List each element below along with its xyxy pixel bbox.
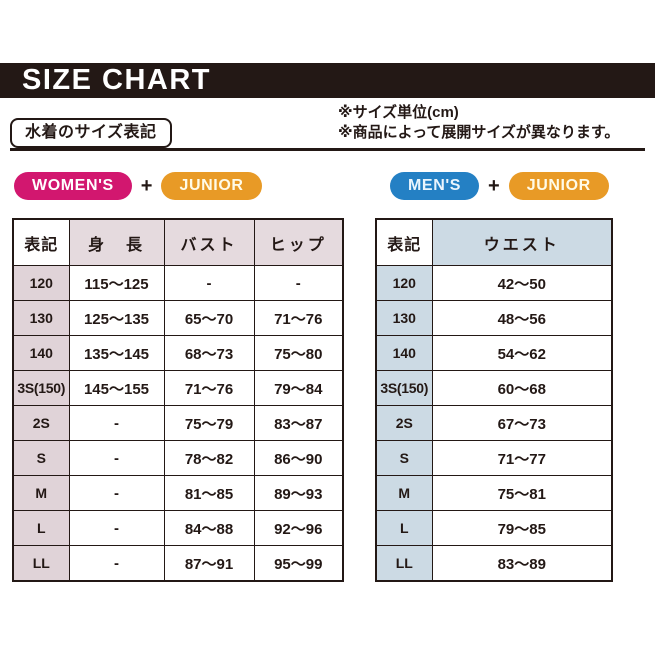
row-label: M [12, 475, 70, 511]
row-label: 3S(150) [375, 370, 433, 406]
cell-height: - [68, 405, 165, 441]
table-row: 3S(150) 145〜155 71〜76 79〜84 [12, 370, 344, 406]
table-row: 3S(150) 60〜68 [375, 370, 613, 406]
cell-height: 115〜125 [68, 265, 165, 301]
cell-height: 135〜145 [68, 335, 165, 371]
table-row: S - 78〜82 86〜90 [12, 440, 344, 476]
badge-mens: MEN'S [390, 172, 480, 200]
subheading-section: 水着のサイズ表記 [10, 118, 645, 151]
cell-height: - [68, 440, 165, 476]
row-label: 130 [375, 300, 433, 336]
cell-waist: 48〜56 [431, 300, 613, 336]
subheading-divider [10, 148, 645, 151]
table-row: 120 42〜50 [375, 265, 613, 301]
table-row: 140 135〜145 68〜73 75〜80 [12, 335, 344, 371]
table-header-row: 表記 身 長 バスト ヒップ [12, 218, 344, 266]
cell-height: - [68, 475, 165, 511]
cell-bust: 81〜85 [163, 475, 255, 511]
cell-hip: 79〜84 [253, 370, 344, 406]
row-label: 3S(150) [12, 370, 70, 406]
cell-hip: - [253, 265, 344, 301]
cell-hip: 92〜96 [253, 510, 344, 546]
subheading-tag: 水着のサイズ表記 [10, 118, 172, 148]
row-label: 2S [375, 405, 433, 441]
header-notation-women: 表記 [12, 218, 70, 266]
header-notation-men: 表記 [375, 218, 433, 266]
cell-hip: 89〜93 [253, 475, 344, 511]
row-label: 120 [375, 265, 433, 301]
header-waist: ウエスト [431, 218, 613, 266]
table-row: S 71〜77 [375, 440, 613, 476]
table-row: M - 81〜85 89〜93 [12, 475, 344, 511]
womens-badge-group: WOMEN'S + JUNIOR [14, 172, 262, 200]
cell-waist: 83〜89 [431, 545, 613, 582]
table-row: 2S - 75〜79 83〜87 [12, 405, 344, 441]
cell-height: - [68, 545, 165, 582]
cell-waist: 67〜73 [431, 405, 613, 441]
cell-height: - [68, 510, 165, 546]
row-label: L [12, 510, 70, 546]
cell-hip: 71〜76 [253, 300, 344, 336]
page-title: SIZE CHART [22, 64, 211, 96]
mens-badge-group: MEN'S + JUNIOR [390, 172, 609, 200]
table-row: L 79〜85 [375, 510, 613, 546]
table-row: 120 115〜125 - - [12, 265, 344, 301]
row-label: 120 [12, 265, 70, 301]
womens-size-table: 表記 身 長 バスト ヒップ 120 115〜125 - - 130 125〜1… [12, 218, 344, 582]
row-label: 140 [12, 335, 70, 371]
row-label: S [12, 440, 70, 476]
subheading-label: 水着のサイズ表記 [25, 124, 157, 141]
row-label: S [375, 440, 433, 476]
row-label: LL [12, 545, 70, 582]
table-row: LL 83〜89 [375, 545, 613, 582]
cell-hip: 83〜87 [253, 405, 344, 441]
table-header-row: 表記 ウエスト [375, 218, 613, 266]
plus-icon-women: + [140, 175, 153, 197]
row-label: 2S [12, 405, 70, 441]
header-bust: バスト [163, 218, 255, 266]
cell-bust: 68〜73 [163, 335, 255, 371]
cell-bust: 84〜88 [163, 510, 255, 546]
table-row: 130 125〜135 65〜70 71〜76 [12, 300, 344, 336]
note-variation: ※商品によって展開サイズが異なります。 [338, 124, 620, 141]
table-row: M 75〜81 [375, 475, 613, 511]
cell-waist: 42〜50 [431, 265, 613, 301]
size-chart-title-bar: SIZE CHART [0, 63, 655, 98]
badge-junior-women: JUNIOR [161, 172, 262, 200]
cell-bust: 78〜82 [163, 440, 255, 476]
cell-bust: 71〜76 [163, 370, 255, 406]
table-row: L - 84〜88 92〜96 [12, 510, 344, 546]
cell-height: 125〜135 [68, 300, 165, 336]
header-height: 身 長 [68, 218, 165, 266]
cell-hip: 75〜80 [253, 335, 344, 371]
badge-womens: WOMEN'S [14, 172, 132, 200]
row-label: 130 [12, 300, 70, 336]
row-label: 140 [375, 335, 433, 371]
table-row: 2S 67〜73 [375, 405, 613, 441]
notes-block: ※サイズ単位(cm) ※商品によって展開サイズが異なります。 [338, 103, 650, 143]
row-label: L [375, 510, 433, 546]
table-row: LL - 87〜91 95〜99 [12, 545, 344, 582]
cell-waist: 79〜85 [431, 510, 613, 546]
mens-size-table: 表記 ウエスト 120 42〜50 130 48〜56 140 54〜62 3S… [375, 218, 613, 582]
cell-bust: 87〜91 [163, 545, 255, 582]
cell-bust: 65〜70 [163, 300, 255, 336]
cell-height: 145〜155 [68, 370, 165, 406]
cell-waist: 60〜68 [431, 370, 613, 406]
row-label: M [375, 475, 433, 511]
cell-bust: - [163, 265, 255, 301]
cell-hip: 95〜99 [253, 545, 344, 582]
cell-waist: 75〜81 [431, 475, 613, 511]
table-row: 130 48〜56 [375, 300, 613, 336]
plus-icon-men: + [488, 175, 500, 197]
cell-waist: 71〜77 [431, 440, 613, 476]
note-unit: ※サイズ単位(cm) [338, 104, 459, 121]
header-hip: ヒップ [253, 218, 344, 266]
table-row: 140 54〜62 [375, 335, 613, 371]
badge-junior-men: JUNIOR [508, 172, 609, 200]
cell-waist: 54〜62 [431, 335, 613, 371]
row-label: LL [375, 545, 433, 582]
cell-hip: 86〜90 [253, 440, 344, 476]
cell-bust: 75〜79 [163, 405, 255, 441]
